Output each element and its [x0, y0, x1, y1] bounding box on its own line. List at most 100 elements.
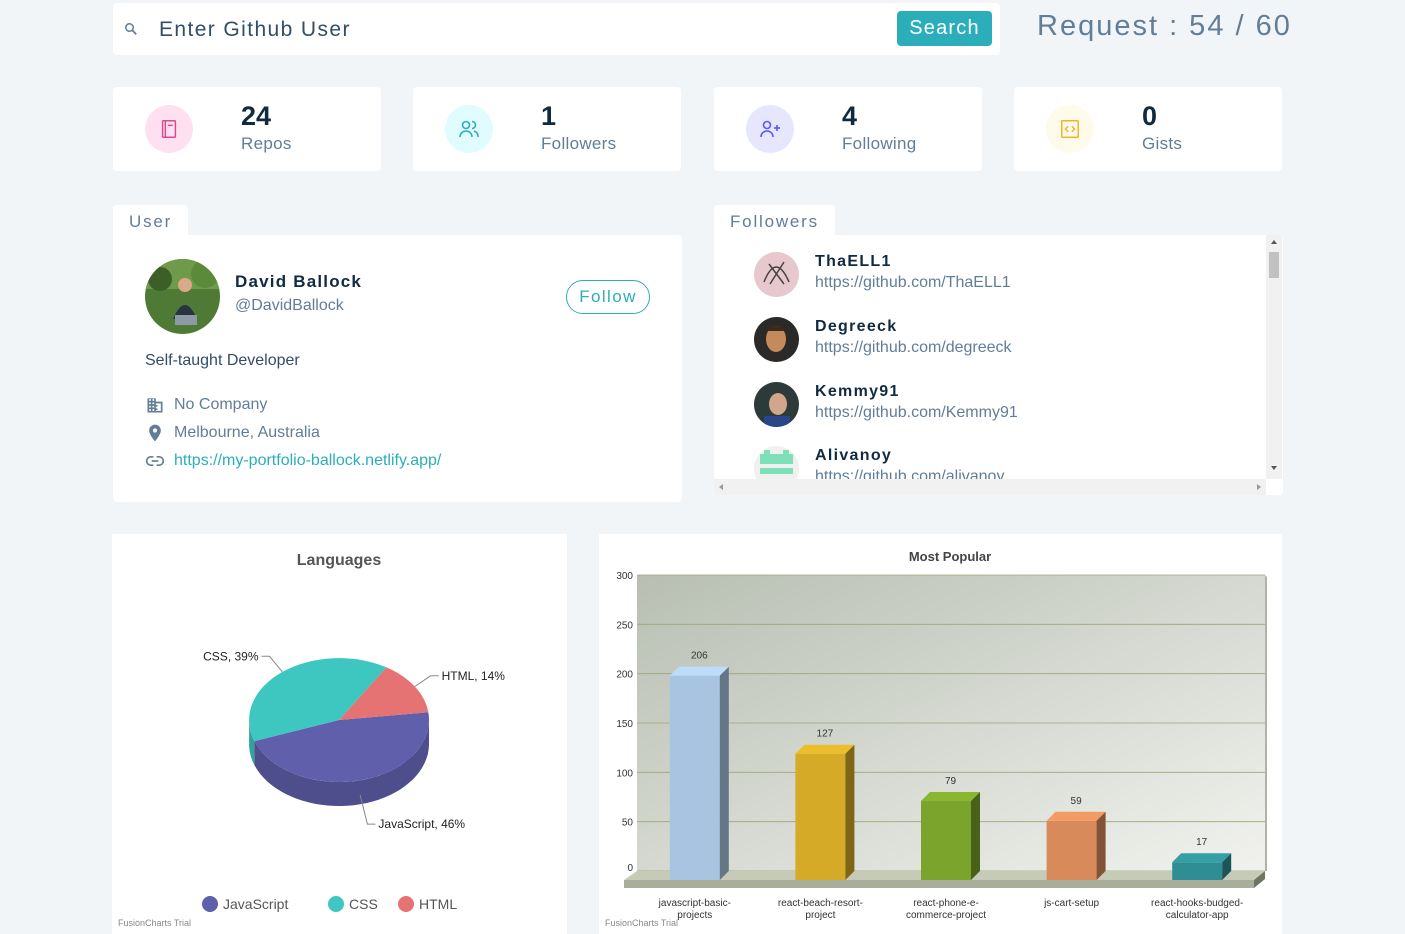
follow-button[interactable]: Follow: [566, 280, 650, 314]
legend-item-javascript: JavaScript: [223, 896, 288, 912]
stat-followers: 1 Followers: [413, 87, 681, 171]
stat-value: 1: [541, 101, 557, 131]
legend-item-css: CSS: [349, 896, 378, 912]
stat-gists: 0 Gists: [1014, 87, 1282, 171]
search-button[interactable]: Search: [897, 11, 992, 46]
legend-item-html: HTML: [419, 896, 457, 912]
stat-value: 4: [842, 101, 858, 131]
legend-swatch: [328, 896, 344, 912]
users-icon: [445, 105, 493, 153]
bar-side: [845, 744, 855, 880]
follower-avatar: [754, 317, 799, 362]
popular-chart: Most Popular 0 50 100 150 200 250 300 206 javasc…: [616, 549, 1267, 921]
y-tick-label: 0: [627, 863, 633, 874]
x-tick-label: calculator-app: [1166, 910, 1229, 921]
popular-chart-card: Most Popular 0 50 100 150 200 250 300 206 javasc…: [599, 534, 1282, 934]
x-tick-label: react-hooks-budged-: [1151, 898, 1243, 909]
pie-leader-line: [261, 655, 283, 673]
scroll-right-arrow-icon: [1257, 484, 1261, 490]
location-row: Melbourne, Australia: [145, 423, 320, 443]
y-tick-label: 100: [616, 768, 633, 779]
tab-followers: Followers: [714, 205, 835, 239]
follower-name: ThaELL1: [815, 253, 892, 270]
y-tick-label: 200: [616, 670, 633, 681]
followers-card: ThaELL1 https://github.com/ThaELL1 Degre…: [714, 235, 1283, 495]
user-login: @DavidBallock: [235, 297, 344, 314]
location-pin-icon: [149, 424, 161, 442]
bar-top: [669, 666, 729, 676]
x-tick-label: react-phone-e-: [913, 898, 979, 909]
stat-value: 0: [1142, 101, 1158, 131]
bar: [921, 801, 971, 880]
follower-url[interactable]: https://github.com/degreeck: [815, 339, 1012, 356]
bar-side: [971, 792, 980, 880]
link-icon: [145, 456, 165, 466]
fusioncharts-trial-label: FusionCharts Trial: [118, 918, 192, 928]
search-form: Search: [113, 3, 1000, 55]
stat-value: 24: [241, 101, 272, 131]
follower-name: Alivanoy: [815, 447, 893, 464]
stat-repos: 24 Repos: [113, 87, 381, 171]
pie-leader-line: [414, 675, 439, 687]
pie-side-css: [249, 722, 255, 766]
x-tick-label: react-beach-resort-: [778, 898, 863, 909]
follower-avatar: [754, 252, 799, 297]
avatar: [145, 259, 220, 334]
horizontal-scrollbar[interactable]: [714, 479, 1266, 495]
followers-list[interactable]: ThaELL1 https://github.com/ThaELL1 Degre…: [714, 235, 1266, 479]
bar-side: [719, 666, 729, 880]
scroll-down-arrow-icon: [1271, 466, 1277, 470]
bar: [669, 675, 720, 880]
bar-value-label: 17: [1196, 837, 1208, 848]
stat-label: Repos: [241, 134, 292, 153]
pie-data-label: CSS, 39%: [203, 649, 259, 663]
blog-link[interactable]: https://my-portfolio-ballock.netlify.app…: [174, 452, 442, 469]
follower-url[interactable]: https://github.com/ThaELL1: [815, 274, 1011, 291]
code-icon: [1046, 105, 1094, 153]
user-bio: Self-taught Developer: [145, 352, 300, 369]
x-tick-label: js-cart-setup: [1043, 898, 1099, 909]
request-counter: Request : 54 / 60: [1037, 10, 1292, 42]
pie-slice-html: [339, 667, 429, 720]
bar-title: Most Popular: [909, 549, 991, 564]
bar: [1172, 862, 1223, 880]
follower-name: Kemmy91: [815, 383, 900, 400]
search-input[interactable]: [159, 15, 859, 45]
bar-value-label: 79: [945, 776, 957, 787]
y-tick-label: 250: [616, 620, 633, 631]
y-tick-label: 300: [616, 571, 633, 582]
stat-label: Gists: [1142, 134, 1183, 153]
follower-url[interactable]: https://github.com/Kemmy91: [815, 404, 1018, 421]
building-icon: [147, 398, 163, 413]
bar-side: [1222, 853, 1232, 880]
bar-side: [1096, 811, 1106, 880]
follower-url[interactable]: https://github.com/alivanoy: [815, 468, 1005, 479]
languages-chart: Languages JavaScript, 46% CSS, 39% HTML, 1…: [202, 552, 506, 912]
follower-avatar: [754, 446, 799, 479]
pie-data-label: JavaScript, 46%: [378, 817, 465, 831]
stat-label: Followers: [541, 134, 617, 153]
bar: [795, 753, 846, 880]
pie-data-label: HTML, 14%: [442, 669, 506, 683]
pie-side-javascript: [254, 721, 429, 806]
user-card: David Ballock @DavidBallock Follow Self-…: [113, 235, 682, 502]
company-row: No Company: [145, 395, 267, 415]
pie-slice-javascript: [254, 712, 430, 782]
pie-title: Languages: [297, 552, 382, 569]
bar-top: [1172, 853, 1232, 863]
languages-chart-card: Languages JavaScript, 46% CSS, 39% HTML, 1…: [112, 534, 567, 934]
location-text: Melbourne, Australia: [174, 424, 320, 441]
y-tick-label: 150: [616, 719, 633, 730]
tab-user: User: [113, 205, 189, 239]
blog-row: https://my-portfolio-ballock.netlify.app…: [145, 451, 441, 471]
pie-slice-css: [249, 658, 387, 742]
x-tick-label: javascript-basic-: [658, 898, 731, 909]
x-tick-label: projects: [677, 910, 712, 921]
company-text: No Company: [174, 396, 268, 413]
scroll-left-arrow-icon: [719, 484, 723, 490]
fusioncharts-trial-label: FusionCharts Trial: [605, 918, 679, 928]
follower-name: Degreeck: [815, 318, 898, 335]
vertical-scrollbar[interactable]: [1266, 235, 1282, 479]
user-name: David Ballock: [235, 272, 363, 291]
bar-top: [795, 744, 855, 754]
